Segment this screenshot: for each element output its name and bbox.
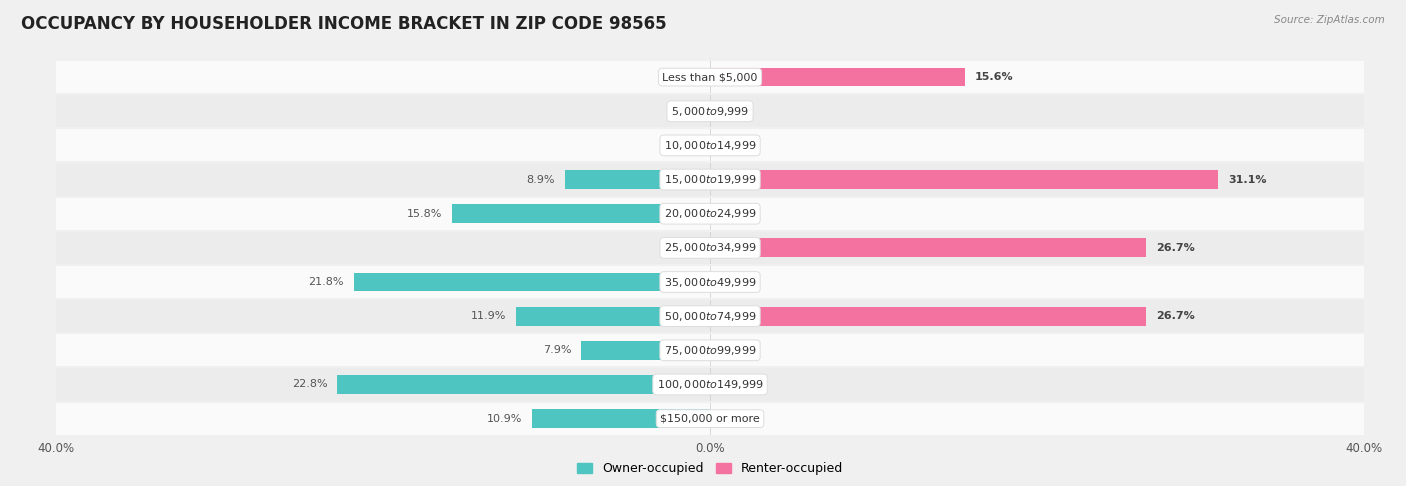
Text: 0.0%: 0.0% xyxy=(672,106,700,116)
Bar xyxy=(531,409,710,428)
Text: 0.0%: 0.0% xyxy=(672,140,700,150)
Legend: Owner-occupied, Renter-occupied: Owner-occupied, Renter-occupied xyxy=(572,457,848,481)
Text: 8.9%: 8.9% xyxy=(526,174,555,185)
Text: 22.8%: 22.8% xyxy=(292,380,328,389)
Text: 0.0%: 0.0% xyxy=(720,140,748,150)
FancyBboxPatch shape xyxy=(56,333,1364,367)
Text: $25,000 to $34,999: $25,000 to $34,999 xyxy=(664,242,756,254)
Text: $50,000 to $74,999: $50,000 to $74,999 xyxy=(664,310,756,323)
Text: 11.9%: 11.9% xyxy=(471,311,506,321)
Text: 7.9%: 7.9% xyxy=(543,346,571,355)
Text: 15.8%: 15.8% xyxy=(406,208,441,219)
Text: 0.0%: 0.0% xyxy=(720,380,748,389)
Bar xyxy=(710,68,965,87)
FancyBboxPatch shape xyxy=(56,299,1364,333)
Bar xyxy=(710,170,1219,189)
Text: $35,000 to $49,999: $35,000 to $49,999 xyxy=(664,276,756,289)
Bar xyxy=(710,307,1146,326)
Text: $10,000 to $14,999: $10,000 to $14,999 xyxy=(664,139,756,152)
FancyBboxPatch shape xyxy=(56,265,1364,299)
Text: OCCUPANCY BY HOUSEHOLDER INCOME BRACKET IN ZIP CODE 98565: OCCUPANCY BY HOUSEHOLDER INCOME BRACKET … xyxy=(21,15,666,33)
Bar xyxy=(354,273,710,292)
FancyBboxPatch shape xyxy=(56,231,1364,265)
FancyBboxPatch shape xyxy=(56,128,1364,162)
FancyBboxPatch shape xyxy=(56,401,1364,435)
Text: 0.0%: 0.0% xyxy=(672,72,700,82)
Text: $100,000 to $149,999: $100,000 to $149,999 xyxy=(657,378,763,391)
Text: 0.0%: 0.0% xyxy=(720,346,748,355)
Text: 26.7%: 26.7% xyxy=(1156,243,1195,253)
FancyBboxPatch shape xyxy=(56,94,1364,128)
Text: 15.6%: 15.6% xyxy=(974,72,1014,82)
Text: Source: ZipAtlas.com: Source: ZipAtlas.com xyxy=(1274,15,1385,25)
Text: $75,000 to $99,999: $75,000 to $99,999 xyxy=(664,344,756,357)
FancyBboxPatch shape xyxy=(56,60,1364,94)
Text: $150,000 or more: $150,000 or more xyxy=(661,414,759,424)
Bar xyxy=(451,204,710,223)
Text: 21.8%: 21.8% xyxy=(308,277,344,287)
Text: $20,000 to $24,999: $20,000 to $24,999 xyxy=(664,207,756,220)
Text: $15,000 to $19,999: $15,000 to $19,999 xyxy=(664,173,756,186)
Bar xyxy=(516,307,710,326)
FancyBboxPatch shape xyxy=(56,197,1364,231)
Text: Less than $5,000: Less than $5,000 xyxy=(662,72,758,82)
Text: 31.1%: 31.1% xyxy=(1229,174,1267,185)
Text: 26.7%: 26.7% xyxy=(1156,311,1195,321)
Bar xyxy=(710,239,1146,257)
Text: 0.0%: 0.0% xyxy=(720,106,748,116)
FancyBboxPatch shape xyxy=(56,162,1364,197)
Text: $5,000 to $9,999: $5,000 to $9,999 xyxy=(671,105,749,118)
Text: 0.0%: 0.0% xyxy=(672,243,700,253)
FancyBboxPatch shape xyxy=(56,367,1364,401)
Text: 0.0%: 0.0% xyxy=(720,277,748,287)
Text: 0.0%: 0.0% xyxy=(720,208,748,219)
Text: 10.9%: 10.9% xyxy=(486,414,522,424)
Bar xyxy=(581,341,710,360)
Bar xyxy=(337,375,710,394)
Bar xyxy=(565,170,710,189)
Text: 0.0%: 0.0% xyxy=(720,414,748,424)
